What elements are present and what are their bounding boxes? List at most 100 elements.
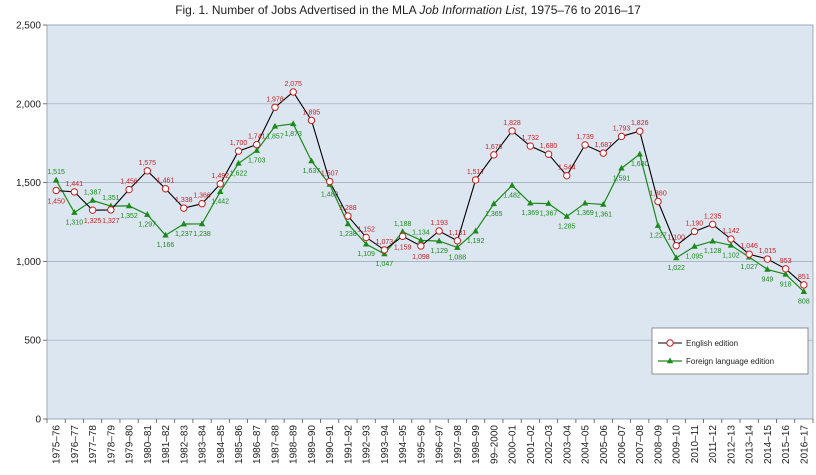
data-point-foreign-language-edition bbox=[71, 209, 78, 215]
y-tick-label: 500 bbox=[24, 336, 41, 347]
data-label-foreign-language-edition: 1,367 bbox=[540, 211, 558, 218]
x-tick-label: 2010–11 bbox=[690, 425, 701, 464]
x-tick-label: 2005–06 bbox=[599, 425, 610, 464]
x-tick-label: 1984–85 bbox=[216, 425, 227, 464]
data-label-english-edition: 953 bbox=[780, 258, 792, 265]
data-point-foreign-language-edition bbox=[125, 202, 133, 209]
data-label-english-edition: 1,015 bbox=[759, 248, 777, 255]
data-point-english-edition bbox=[636, 127, 644, 135]
data-point-foreign-language-edition bbox=[764, 265, 771, 272]
data-label-foreign-language-edition: 1,129 bbox=[430, 248, 448, 255]
data-point-english-edition bbox=[672, 241, 680, 250]
data-point-foreign-language-edition bbox=[235, 159, 242, 166]
data-label-english-edition: 1,190 bbox=[686, 220, 704, 227]
data-label-foreign-language-edition: 1,365 bbox=[485, 211, 503, 218]
data-point-english-edition bbox=[435, 227, 443, 235]
x-tick-label: 2004–05 bbox=[581, 425, 592, 464]
data-label-english-edition: 1,450 bbox=[47, 198, 65, 205]
data-point-english-edition bbox=[325, 177, 334, 186]
data-point-foreign-language-edition bbox=[162, 231, 169, 238]
data-label-english-edition: 1,544 bbox=[558, 165, 576, 172]
x-tick-label: 1986–87 bbox=[252, 425, 263, 464]
y-tick-label: 0 bbox=[35, 415, 41, 426]
legend-label-foreign-language-edition: Foreign language edition bbox=[686, 357, 774, 366]
data-point-english-edition bbox=[508, 127, 516, 135]
data-point-foreign-language-edition bbox=[435, 237, 443, 244]
data-point-foreign-language-edition bbox=[636, 150, 643, 157]
x-tick-label: 2011–12 bbox=[708, 425, 719, 464]
data-point-foreign-language-edition bbox=[180, 220, 187, 227]
data-label-english-edition: 1,046 bbox=[740, 243, 758, 250]
data-label-english-edition: 1,288 bbox=[339, 205, 357, 212]
x-tick-label: 1993–94 bbox=[380, 425, 391, 464]
data-point-foreign-language-edition bbox=[490, 200, 498, 207]
data-point-english-edition bbox=[617, 132, 626, 141]
x-tick-label: 1975–76 bbox=[52, 425, 63, 464]
data-label-english-edition: 1,492 bbox=[211, 173, 229, 180]
data-label-foreign-language-edition: 1,188 bbox=[394, 221, 412, 228]
data-point-english-edition bbox=[727, 235, 735, 243]
x-tick-label: 1989–90 bbox=[307, 425, 318, 464]
data-label-english-edition: 1,325 bbox=[84, 218, 102, 225]
data-label-foreign-language-edition: 1,488 bbox=[321, 191, 339, 198]
x-tick-label: 2015–16 bbox=[781, 425, 792, 464]
data-label-foreign-language-edition: 949 bbox=[762, 276, 774, 283]
data-label-foreign-language-edition: 1,128 bbox=[704, 248, 722, 255]
y-tick-label: 2,000 bbox=[16, 99, 41, 110]
data-point-english-edition bbox=[417, 242, 425, 250]
data-point-foreign-language-edition bbox=[89, 196, 96, 203]
data-label-foreign-language-edition: 1,238 bbox=[193, 231, 211, 238]
data-point-english-edition bbox=[52, 186, 60, 195]
data-label-english-edition: 1,517 bbox=[467, 169, 485, 176]
data-label-english-edition: 1,456 bbox=[120, 179, 138, 186]
legend-marker-english-edition bbox=[666, 339, 674, 347]
x-tick-label: 1998–99 bbox=[471, 425, 482, 464]
x-tick-label: 2002–03 bbox=[544, 425, 555, 464]
data-label-foreign-language-edition: 1,703 bbox=[248, 158, 266, 165]
data-point-english-edition bbox=[654, 197, 662, 206]
data-label-foreign-language-edition: 1,166 bbox=[157, 242, 175, 249]
legend-marker-foreign-language-edition bbox=[666, 357, 674, 364]
data-point-english-edition bbox=[125, 185, 133, 194]
data-label-english-edition: 1,828 bbox=[503, 120, 521, 127]
data-point-english-edition bbox=[745, 250, 753, 258]
data-label-foreign-language-edition: 1,352 bbox=[120, 213, 138, 220]
data-label-english-edition: 1,380 bbox=[649, 191, 667, 198]
data-label-english-edition: 1,700 bbox=[230, 140, 248, 147]
data-label-foreign-language-edition: 1,088 bbox=[449, 255, 467, 262]
chart-title-prefix: Fig. 1. Number of Jobs Advertised in the… bbox=[175, 3, 420, 17]
data-label-english-edition: 1,142 bbox=[722, 228, 740, 235]
series-line-foreign-language-edition bbox=[55, 123, 805, 293]
data-point-english-edition bbox=[253, 140, 261, 149]
data-point-english-edition bbox=[380, 246, 389, 254]
data-label-foreign-language-edition: 1,387 bbox=[84, 189, 102, 196]
data-label-foreign-language-edition: 1,095 bbox=[686, 253, 704, 260]
data-label-english-edition: 1,507 bbox=[321, 170, 339, 177]
data-label-foreign-language-edition: 1,022 bbox=[667, 265, 685, 272]
data-label-english-edition: 1,338 bbox=[175, 197, 193, 204]
data-point-foreign-language-edition bbox=[290, 120, 297, 127]
data-label-english-edition: 1,575 bbox=[139, 160, 157, 167]
data-point-english-edition bbox=[708, 220, 717, 229]
x-tick-label: 2013–14 bbox=[745, 425, 756, 464]
data-label-english-edition: 1,100 bbox=[667, 235, 685, 242]
x-tick-label: 1979–80 bbox=[125, 425, 136, 464]
data-point-english-edition bbox=[289, 88, 297, 96]
data-point-foreign-language-edition bbox=[709, 237, 716, 244]
data-label-english-edition: 1,687 bbox=[594, 142, 612, 149]
data-point-english-edition bbox=[234, 147, 243, 155]
x-tick-label: 1996–97 bbox=[435, 425, 446, 464]
data-point-english-edition bbox=[307, 116, 316, 125]
data-label-foreign-language-edition: 1,285 bbox=[558, 223, 576, 230]
x-tick-label: 1988–89 bbox=[289, 425, 300, 464]
series-line-english-edition bbox=[56, 91, 805, 286]
data-point-foreign-language-edition bbox=[217, 188, 224, 195]
data-point-foreign-language-edition bbox=[782, 270, 789, 277]
x-tick-label: 1981–82 bbox=[161, 425, 172, 464]
chart-title-italic: Job Information List bbox=[419, 3, 525, 17]
data-point-foreign-language-edition bbox=[144, 211, 151, 217]
data-point-english-edition bbox=[180, 204, 188, 212]
x-tick-label: 1982–83 bbox=[179, 425, 190, 464]
data-point-foreign-language-edition bbox=[545, 200, 552, 206]
